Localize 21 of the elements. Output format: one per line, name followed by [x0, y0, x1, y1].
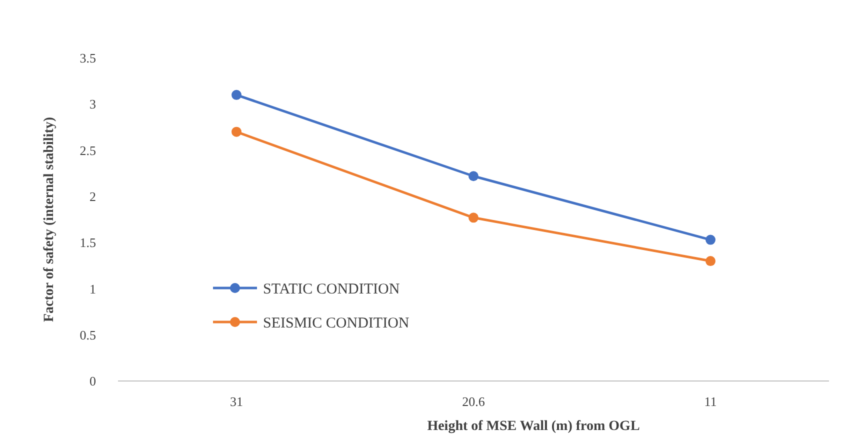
y-tick-label: 0.5: [80, 327, 96, 342]
point: [232, 126, 242, 137]
x-tick-label: 31: [230, 394, 243, 409]
point: [468, 212, 478, 223]
y-axis-title: Factor of safety (internal stability): [42, 116, 57, 322]
x-tick-label: 11: [704, 394, 717, 409]
point: [706, 256, 716, 266]
point: [468, 171, 478, 182]
legend-label: SEISMIC CONDITION: [263, 315, 410, 332]
y-tick-label: 3.5: [80, 50, 96, 66]
y-tick-label: 1.5: [80, 235, 96, 250]
y-tick-label: 2: [90, 188, 96, 204]
legend-label: STATIC CONDITION: [263, 281, 400, 298]
y-tick-label: 3: [90, 96, 96, 112]
x-tick-label: 20.6: [462, 394, 486, 409]
y-tick-label: 1: [90, 281, 96, 296]
y-tick-label: 2.5: [80, 142, 96, 158]
x-axis-title: Height of MSE Wall (m) from OGL: [427, 419, 640, 434]
point: [706, 234, 716, 245]
y-tick-label: 0: [90, 374, 96, 389]
point: [232, 90, 242, 100]
